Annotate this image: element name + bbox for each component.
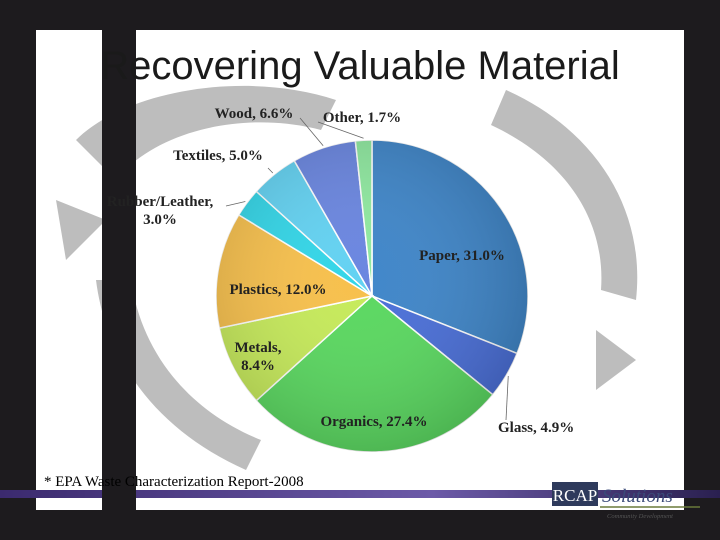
accent-band — [0, 490, 720, 498]
pie-label-metals: Metals, 8.4% — [234, 340, 281, 374]
rcap-solutions-logo: RCAP Solutions Community Development — [552, 482, 700, 520]
pie-label-other: Other, 1.7% — [323, 110, 401, 126]
pie-label-rubber-leather: Rubber/Leather, 3.0% — [107, 194, 214, 228]
leader-line-glass — [505, 375, 509, 421]
slide-title: Recovering Valuable Material — [100, 44, 620, 88]
pie-label-textiles: Textiles, 5.0% — [173, 148, 263, 164]
pie-label-organics: Organics, 27.4% — [320, 414, 427, 430]
logo-tagline: Community Development — [607, 513, 673, 520]
logo-script: Solutions — [602, 486, 673, 507]
leader-line-textiles — [267, 167, 274, 174]
source-note: * EPA Waste Characterization Report-2008 — [44, 474, 304, 490]
leader-line-wood — [299, 117, 324, 146]
left-dark-bar — [102, 30, 136, 510]
pie-label-glass: Glass, 4.9% — [498, 420, 574, 436]
pie-label-plastics: Plastics, 12.0% — [229, 282, 326, 298]
logo-box — [552, 482, 598, 506]
leader-line-rubber-leather — [225, 201, 246, 207]
leader-line-other — [317, 121, 364, 139]
pie-label-wood: Wood, 6.6% — [215, 106, 294, 122]
pie-label-paper: Paper, 31.0% — [419, 248, 505, 264]
logo-brand: RCAP — [553, 486, 597, 505]
